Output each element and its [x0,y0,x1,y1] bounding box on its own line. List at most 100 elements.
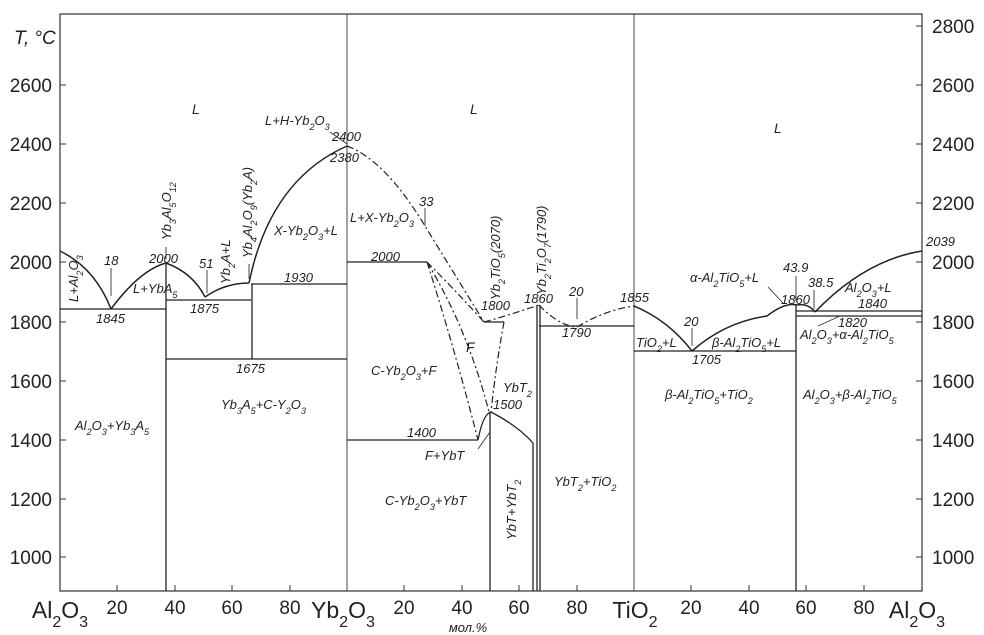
label-beta-l: β-Al2TiO5+L [711,335,781,354]
arrow-2400 [329,131,348,145]
label-l-al2o3: L+Al2O3 [66,255,85,302]
right-y-ticks [916,25,922,558]
y-tick-left-2600: 2600 [10,76,52,97]
annot-1840: 1840 [858,296,888,311]
x-tick-3-40: 40 [738,598,759,619]
annot-1855: 1855 [620,290,650,305]
x-tick-2-40: 40 [451,598,472,619]
arrow-alpha-l [767,286,785,305]
x-tick-2-20: 20 [393,598,414,619]
annot-33: 33 [419,194,434,209]
label-liquid-2: L [470,101,478,117]
label-yb2a-l: Yb2A+L [218,240,237,284]
liquidus-ybt2-left [538,304,578,328]
boundary-2000-right [426,261,485,323]
label-f: F [466,339,476,355]
ybt-dome [477,411,534,444]
annot-1860a: 1860 [524,291,554,306]
annot-1930: 1930 [284,270,314,285]
liquidus-tio2 [576,305,635,328]
label-yb2ti2o7: Yb2Ti2O7(1790) [534,205,553,295]
label-tio2-l: TiO2+L [636,335,677,354]
label-al2o3-yb3a5: Al2O3+Yb3A5 [74,418,150,437]
y-tick-right-2400: 2400 [932,135,974,156]
x-tick-3-80: 80 [853,598,874,619]
label-beta-tio2: β-Al2TiO5+TiO2 [664,387,753,406]
arrow-1820 [817,315,841,327]
label-c-yb2o3-ybt: C-Yb2O3+YbT [385,493,467,512]
x-tick-1-80: 80 [279,598,300,619]
component-yb2o3: Yb2O3 [311,597,375,631]
label-l-h-yb2o3: L+H-Yb2O3 [265,113,330,132]
label-f-ybt: F+YbT [425,448,465,463]
y-tick-right-2000: 2000 [932,253,974,274]
component-tio2: TiO2 [612,597,657,631]
label-al2o3-l: Al2O3+L [844,280,892,299]
y-tick-right-1000: 1000 [932,548,974,569]
annot-2039: 2039 [925,234,955,249]
label-yb3al5o12: Yb3Al5O12 [159,182,178,240]
label-c-yb2o3-f: C-Yb2O3+F [371,363,437,382]
label-l-x-yb2o3: L+X-Yb2O3 [350,210,414,229]
annot-51: 51 [199,256,213,271]
y-tick-right-1200: 1200 [932,490,974,511]
y-tick-left-2400: 2400 [10,135,52,156]
y-axis-title: T, °C [14,28,56,49]
y-tick-left-1000: 1000 [10,548,52,569]
x-tick-2-60: 60 [508,598,529,619]
y-tick-right-2800: 2800 [932,17,974,38]
label-al2o3-beta: Al2O3+β-Al2TiO5 [802,387,898,406]
annot-2400: 2400 [331,129,362,144]
x-tick-1-40: 40 [164,598,185,619]
annot-2380: 2380 [329,150,360,165]
annot-20a: 20 [568,284,584,299]
y-tick-right-1400: 1400 [932,431,974,452]
liquidus-al2o3 [59,250,112,310]
liquidus-yba5-right [165,262,206,298]
annot-43-9: 43.9 [783,260,808,275]
label-yb4al2o9: Yb4Al2O9(Yb2A) [240,167,259,258]
x-ticks [116,585,865,591]
f-right-boundary [490,321,505,413]
liquidus-yb2o3 [248,145,348,284]
arrow-f-ybt [477,431,491,450]
annot-1800: 1800 [481,298,511,313]
y-tick-right-1600: 1600 [932,372,974,393]
y-tick-left-1600: 1600 [10,372,52,393]
label-yb2tio5: Yb2TiO5(2070) [488,216,507,300]
x-tick-1-20: 20 [106,598,127,619]
component-al2o3-right: Al2O3 [889,597,945,631]
liquidus-yb2a [204,282,250,298]
y-tick-left-2200: 2200 [10,194,52,215]
label-ybt-ybt2: YbT+YbT2 [504,480,523,540]
x-unit-label: мол.% [449,620,487,635]
component-al2o3-left: Al2O3 [32,597,88,631]
label-liquid-1: L [192,101,200,117]
annot-1845: 1845 [96,311,126,326]
annot-18a: 18 [104,253,119,268]
label-ybt2: YbT2 [503,380,532,399]
liquidus-tio2-right [633,305,693,352]
annot-2000b: 2000 [370,249,401,264]
y-tick-left-1800: 1800 [10,313,52,334]
annot-1820: 1820 [838,315,868,330]
x-tick-2-80: 80 [566,598,587,619]
annot-1875: 1875 [190,301,220,316]
annot-1790: 1790 [562,325,592,340]
section-yb2o3-tio2 [329,131,635,591]
label-alpha-l: α-Al2TiO5+L [690,270,759,289]
label-ybt2-tio2: YbT2+TiO2 [554,474,616,493]
annot-1400: 1400 [407,425,437,440]
annot-1675: 1675 [236,361,266,376]
y-tick-left-1200: 1200 [10,490,52,511]
y-tick-right-1800: 1800 [932,313,974,334]
annot-1705: 1705 [692,352,722,367]
section-al2o3-yb2o3 [59,145,348,591]
liquidus-beta [691,315,768,352]
f-left-boundary [426,261,490,413]
annot-38-5: 38.5 [808,275,834,290]
label-al2o3-alpha: Al2O3+α-Al2TiO5 [799,327,895,346]
label-yb3a5-cy2o3: Yb3A5+C-Y2O3 [221,397,306,416]
